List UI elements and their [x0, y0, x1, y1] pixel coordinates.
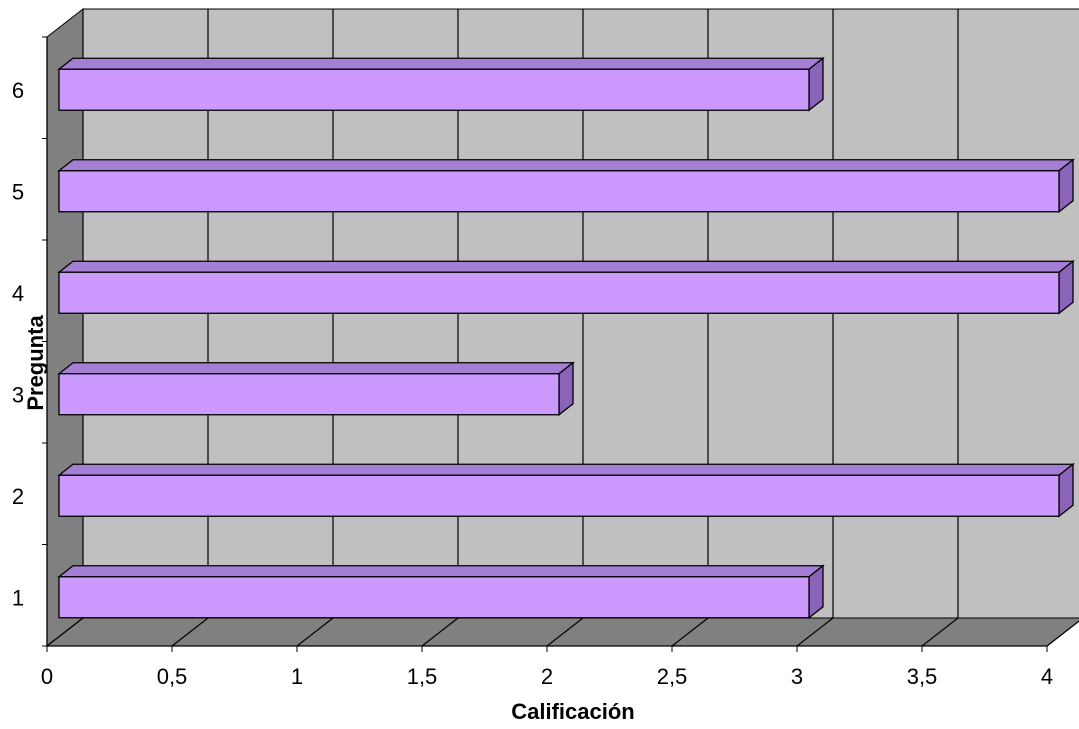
bar [58, 474, 1060, 517]
bar-top-face [57, 463, 1075, 476]
x-tick-label: 0,5 [157, 664, 188, 689]
x-axis-title: Calificación [511, 699, 634, 724]
y-tick-labels: 1 2 3 4 5 6 [12, 78, 24, 611]
y-tick-label: 1 [12, 585, 24, 610]
x-tick-label: 3,5 [907, 664, 938, 689]
x-tick-label: 4 [1041, 664, 1053, 689]
y-tick-label: 2 [12, 484, 24, 509]
gridline-floor [171, 617, 209, 647]
bar-top-face [57, 159, 1075, 172]
bar [58, 271, 1060, 314]
bar [58, 576, 810, 619]
bar-top-face [57, 260, 1075, 273]
gridline-floor [421, 617, 459, 647]
bar [58, 68, 810, 111]
y-axis-title: Pregunta [23, 315, 48, 411]
gridline-floor [671, 617, 709, 647]
gridline-floor [796, 617, 834, 647]
gridline-floor [1046, 620, 1079, 647]
x-tick-labels: 0 0,5 1 1,5 2 2,5 3 3,5 4 [41, 664, 1053, 689]
bar [58, 170, 1060, 213]
x-tick-label: 3 [791, 664, 803, 689]
bar [58, 373, 560, 416]
bars [57, 56, 1075, 620]
x-tick-label: 1,5 [407, 664, 438, 689]
gridline-floor [546, 617, 584, 647]
y-tick-label: 5 [12, 179, 24, 204]
x-tick-label: 1 [291, 664, 303, 689]
y-tick-label: 4 [12, 281, 24, 306]
gridline-floor [921, 617, 959, 647]
bar-top-face [57, 565, 825, 578]
y-tick-label: 6 [12, 78, 24, 103]
bar-top-face [57, 362, 575, 375]
y-tick-label: 3 [12, 382, 24, 407]
x-tick-label: 0 [41, 664, 53, 689]
x-tick-label: 2 [541, 664, 553, 689]
gridline-floor [46, 617, 84, 647]
x-tick-label: 2,5 [657, 664, 688, 689]
bar-top-face [57, 57, 825, 70]
axes [42, 36, 1048, 652]
gridline-floor [296, 617, 334, 647]
